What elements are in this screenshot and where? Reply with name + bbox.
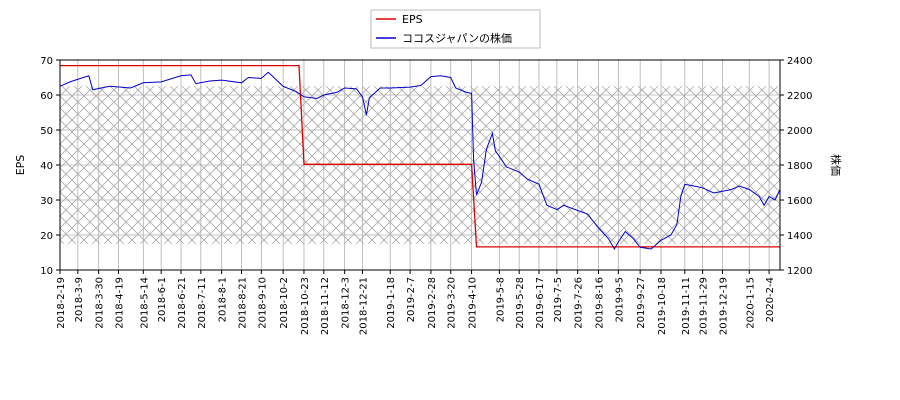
x-tick-label: 2018-6-1 bbox=[157, 277, 168, 322]
x-tick-label: 2018-12-3 bbox=[341, 277, 352, 329]
x-tick-label: 2018-3-30 bbox=[95, 277, 106, 329]
x-tick-label: 2018-12-21 bbox=[358, 277, 369, 335]
x-tick-label: 2019-2-7 bbox=[406, 277, 417, 322]
right-axis-label: 株価 bbox=[829, 154, 843, 176]
x-tick-label: 2018-7-11 bbox=[197, 277, 208, 329]
x-tick-label: 2020-2-4 bbox=[765, 277, 776, 322]
x-tick-label: 2019-12-19 bbox=[718, 277, 729, 335]
x-tick-label: 2019-9-5 bbox=[614, 277, 625, 322]
right-tick-label: 2200 bbox=[787, 91, 812, 102]
legend-label-eps: EPS bbox=[402, 13, 423, 26]
right-tick-label: 2400 bbox=[787, 56, 812, 67]
x-tick-label: 2018-3-9 bbox=[74, 277, 85, 322]
x-tick-label: 2018-9-10 bbox=[257, 277, 268, 329]
x-tick-label: 2019-7-26 bbox=[574, 277, 585, 329]
x-tick-label: 2019-5-28 bbox=[515, 277, 526, 329]
left-tick-label: 50 bbox=[40, 126, 53, 137]
left-tick-label: 30 bbox=[40, 196, 53, 207]
x-tick-label: 2019-9-27 bbox=[636, 277, 647, 329]
series-line-stock-price bbox=[59, 71, 781, 251]
x-tick-label: 2018-10-2 bbox=[279, 277, 290, 329]
left-tick-label: 40 bbox=[40, 161, 53, 172]
left-tick-label: 60 bbox=[40, 91, 53, 102]
left-tick-label: 10 bbox=[40, 266, 53, 277]
x-tick-label: 2018-8-1 bbox=[218, 277, 229, 322]
x-tick-label: 2019-10-18 bbox=[657, 277, 668, 335]
x-tick-label: 2019-11-29 bbox=[699, 277, 710, 335]
x-tick-label: 2019-4-10 bbox=[468, 277, 479, 329]
x-tick-label: 2018-11-12 bbox=[320, 277, 331, 335]
x-tick-label: 2019-6-17 bbox=[535, 277, 546, 329]
right-tick-label: 1200 bbox=[787, 266, 812, 277]
left-tick-label: 70 bbox=[40, 56, 53, 67]
legend-label-stock-price: ココスジャパンの株価 bbox=[402, 31, 512, 45]
series-line-eps bbox=[60, 64, 780, 248]
right-axis-ticks: 1200 1400 1600 1800 2000 2200 2400 bbox=[780, 56, 812, 277]
right-tick-label: 1800 bbox=[787, 161, 812, 172]
legend: EPS ココスジャパンの株価 bbox=[370, 9, 541, 49]
x-tick-label: 2018-5-14 bbox=[139, 277, 150, 329]
x-tick-label: 2019-11-11 bbox=[681, 277, 692, 335]
x-tick-label: 2018-8-21 bbox=[237, 277, 248, 329]
x-axis-ticks: 2018-2-19 2018-3-9 2018-3-30 2018-4-19 2018-… bbox=[56, 270, 776, 335]
right-tick-label: 1400 bbox=[787, 231, 812, 242]
x-tick-label: 2019-3-20 bbox=[447, 277, 458, 329]
right-tick-label: 2000 bbox=[787, 126, 812, 137]
left-axis-label: EPS bbox=[14, 155, 27, 176]
series-layer bbox=[59, 64, 781, 251]
x-tick-label: 2018-2-19 bbox=[56, 277, 67, 329]
x-tick-label: 2019-1-18 bbox=[386, 277, 397, 329]
x-tick-label: 2018-4-19 bbox=[115, 277, 126, 329]
x-tick-label: 2019-7-5 bbox=[553, 277, 564, 322]
x-tick-label: 2018-10-23 bbox=[300, 277, 311, 335]
legend-box bbox=[370, 9, 541, 49]
x-tick-label: 2019-2-28 bbox=[427, 277, 438, 329]
left-axis-ticks: 10 20 30 40 50 60 70 bbox=[40, 56, 60, 277]
x-tick-label: 2019-5-8 bbox=[495, 277, 506, 322]
left-tick-label: 20 bbox=[40, 231, 53, 242]
x-tick-label: 2019-8-16 bbox=[595, 277, 606, 329]
right-tick-label: 1600 bbox=[787, 196, 812, 207]
x-tick-label: 2018-6-21 bbox=[177, 277, 188, 329]
x-tick-label: 2020-1-15 bbox=[745, 277, 756, 329]
